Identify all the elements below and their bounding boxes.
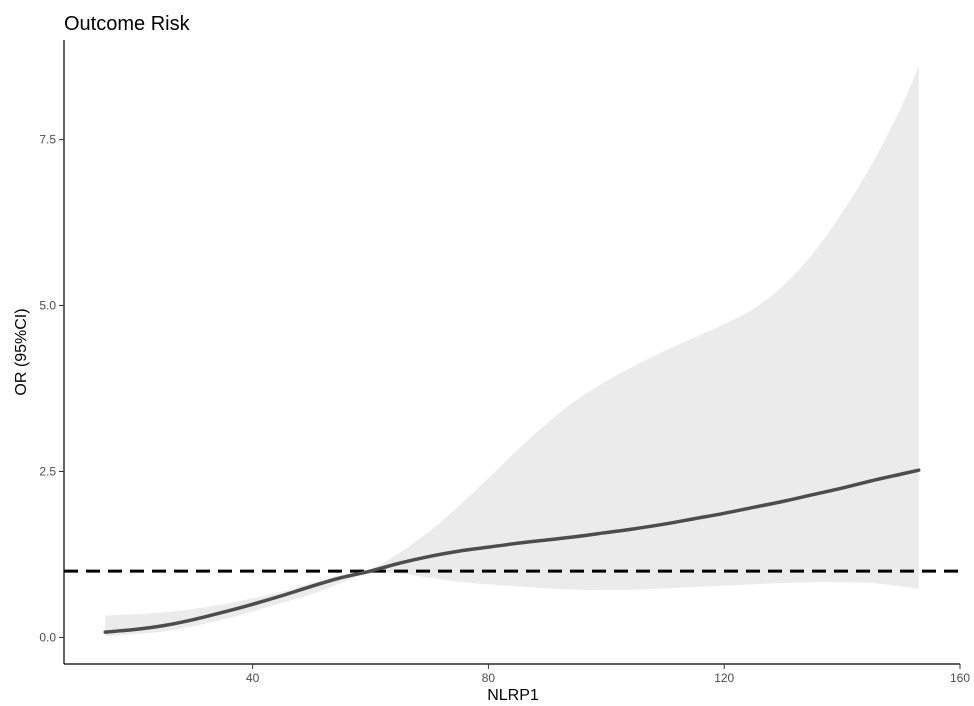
y-tick-label: 5.0 bbox=[39, 299, 56, 313]
plot-area bbox=[64, 66, 960, 637]
x-ticks: 40 80 120 160 bbox=[246, 664, 970, 685]
y-axis-title: OR (95%CI) bbox=[13, 308, 30, 395]
x-tick-label: 120 bbox=[714, 671, 734, 685]
odds-ratio-line bbox=[103, 468, 921, 634]
y-tick-label: 0.0 bbox=[39, 630, 56, 644]
y-tick-label: 2.5 bbox=[39, 464, 56, 478]
y-tick-label: 7.5 bbox=[39, 133, 56, 147]
x-tick-label: 160 bbox=[950, 671, 970, 685]
confidence-band bbox=[105, 66, 919, 637]
x-tick-label: 80 bbox=[482, 671, 496, 685]
x-axis-title: NLRP1 bbox=[487, 687, 539, 704]
x-tick-label: 40 bbox=[246, 671, 260, 685]
y-ticks: 0.0 2.5 5.0 7.5 bbox=[39, 133, 64, 644]
chart-title: Outcome Risk bbox=[64, 13, 191, 35]
